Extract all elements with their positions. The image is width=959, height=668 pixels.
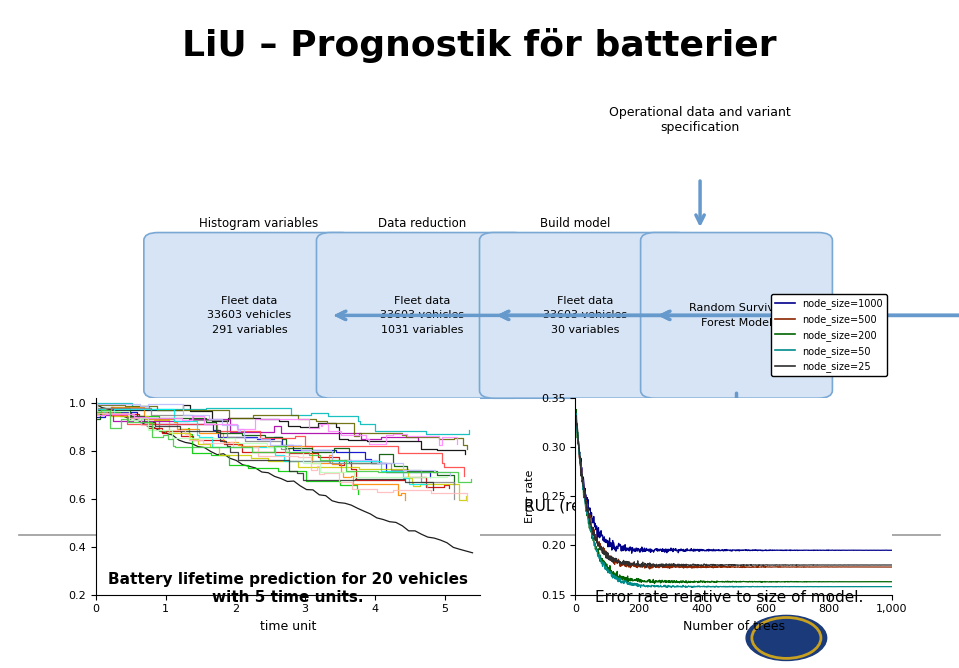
node_size=200: [602, 564, 614, 572]
Y-axis label: Error rate: Error rate: [526, 470, 535, 523]
Line: node_size=200: node_size=200: [575, 409, 892, 584]
FancyBboxPatch shape: [316, 232, 527, 398]
Text: Info Class Internal    Vehicle Service Information/Jonas Biteus/IRIS - FFI TrspE: Info Class Internal Vehicle Service Info…: [0, 627, 365, 649]
node_size=200: [823, 578, 834, 586]
node_size=50: [710, 582, 721, 591]
Text: Battery lifetime prediction for 20 vehicles
with 5 time units.: Battery lifetime prediction for 20 vehic…: [107, 572, 468, 605]
Text: SCANIA: SCANIA: [828, 628, 915, 648]
FancyBboxPatch shape: [641, 232, 832, 398]
node_size=200: [787, 578, 799, 586]
Line: node_size=500: node_size=500: [575, 410, 892, 569]
node_size=1000: [602, 543, 614, 551]
Text: LiU – Prognostik för batterier: LiU – Prognostik för batterier: [182, 27, 777, 63]
node_size=1000: [817, 546, 829, 554]
node_size=50: [666, 584, 677, 592]
node_size=25: [641, 564, 652, 572]
node_size=50: [570, 412, 581, 420]
node_size=50: [571, 409, 582, 418]
node_size=1000: [710, 547, 721, 555]
node_size=25: [787, 561, 799, 569]
Text: Operational data and variant
specification: Operational data and variant specificati…: [609, 106, 791, 134]
node_size=1000: [626, 549, 638, 557]
Text: Build model: Build model: [540, 217, 611, 230]
Line: node_size=1000: node_size=1000: [575, 410, 892, 553]
node_size=500: [823, 563, 834, 571]
node_size=25: [571, 411, 582, 420]
node_size=500: [698, 563, 710, 571]
node_size=500: [787, 563, 799, 571]
Text: Fleet data
33603 vehicles
1031 variables: Fleet data 33603 vehicles 1031 variables: [380, 295, 464, 335]
node_size=500: [710, 562, 721, 570]
node_size=200: [571, 405, 582, 413]
node_size=25: [817, 561, 829, 569]
node_size=200: [886, 578, 898, 586]
Text: Fleet data
33603 vehicles
30 variables: Fleet data 33603 vehicles 30 variables: [543, 295, 627, 335]
Text: Error rate relative to size of model.: Error rate relative to size of model.: [595, 590, 863, 605]
Text: Data reduction: Data reduction: [378, 217, 466, 230]
node_size=1000: [886, 546, 898, 554]
node_size=25: [698, 560, 710, 568]
node_size=25: [602, 549, 614, 557]
node_size=1000: [787, 546, 799, 554]
node_size=1000: [698, 546, 710, 554]
node_size=50: [817, 582, 829, 591]
node_size=200: [570, 407, 581, 415]
node_size=1000: [570, 406, 581, 414]
Line: node_size=25: node_size=25: [575, 415, 892, 568]
Text: Random Survival
Forest Model: Random Survival Forest Model: [689, 303, 784, 328]
node_size=25: [710, 561, 721, 569]
X-axis label: time unit: time unit: [260, 620, 316, 633]
node_size=1000: [823, 546, 834, 554]
node_size=500: [644, 565, 656, 573]
node_size=50: [787, 582, 799, 591]
node_size=200: [710, 578, 721, 586]
node_size=50: [886, 582, 898, 591]
X-axis label: Number of trees: Number of trees: [683, 620, 784, 633]
node_size=25: [823, 561, 834, 569]
node_size=50: [823, 582, 834, 591]
FancyBboxPatch shape: [144, 232, 355, 398]
node_size=500: [602, 550, 614, 558]
Text: Fleet data
33603 vehicles
291 variables: Fleet data 33603 vehicles 291 variables: [207, 295, 292, 335]
Ellipse shape: [746, 615, 827, 661]
node_size=200: [817, 578, 829, 586]
node_size=200: [648, 580, 660, 588]
FancyBboxPatch shape: [480, 232, 690, 398]
node_size=25: [570, 412, 581, 420]
node_size=50: [602, 566, 614, 574]
node_size=25: [886, 561, 898, 569]
node_size=500: [570, 406, 581, 414]
node_size=200: [698, 577, 710, 585]
Text: RUL (remaining useful life) model: RUL (remaining useful life) model: [524, 499, 781, 514]
Text: Histogram variables: Histogram variables: [199, 217, 318, 230]
node_size=500: [886, 563, 898, 571]
Legend: node_size=1000, node_size=500, node_size=200, node_size=50, node_size=25: node_size=1000, node_size=500, node_size…: [771, 295, 887, 376]
node_size=50: [698, 582, 710, 591]
Line: node_size=50: node_size=50: [575, 413, 892, 588]
node_size=500: [817, 563, 829, 571]
